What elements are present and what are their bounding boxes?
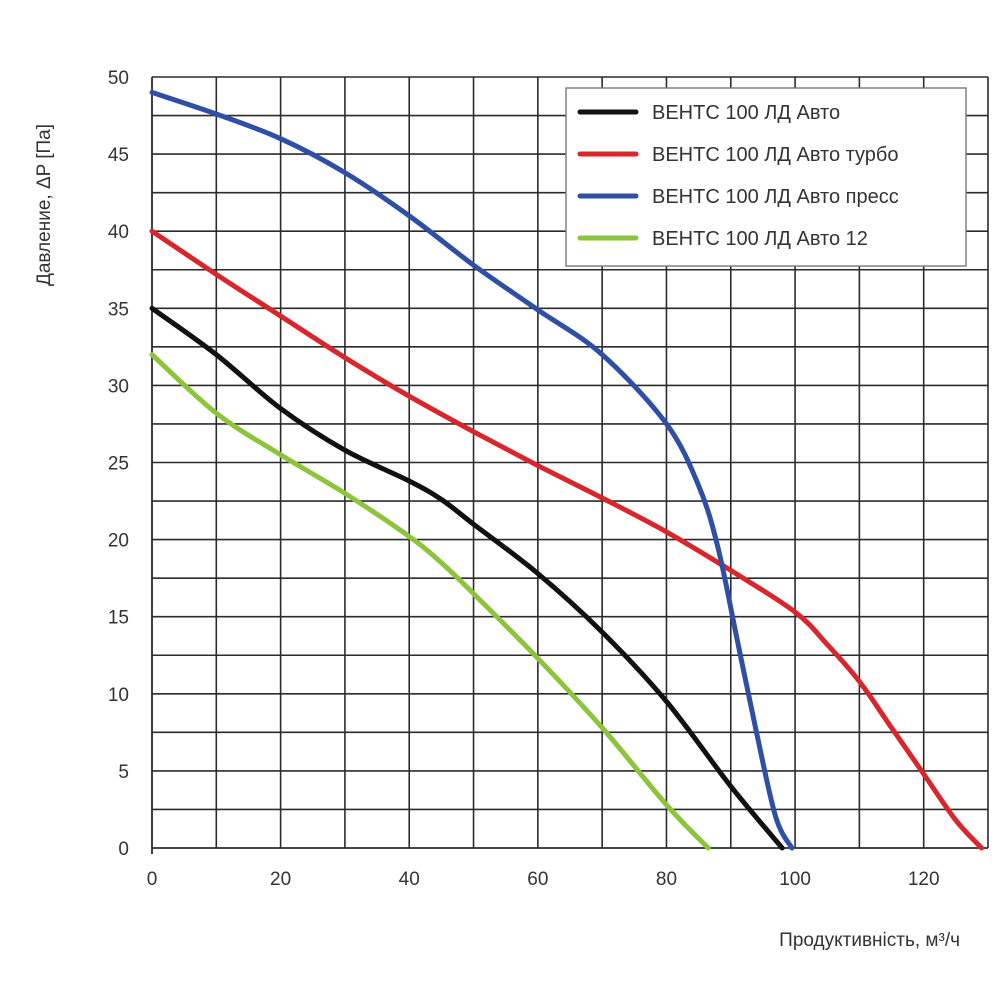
- x-tick-label: 0: [147, 869, 158, 890]
- y-tick-label: 0: [118, 839, 129, 860]
- x-tick-label: 20: [270, 869, 291, 890]
- x-tick-label: 120: [908, 869, 940, 890]
- legend-label-3: ВЕНТС 100 ЛД Авто пресс: [652, 186, 899, 208]
- y-tick-label: 10: [108, 685, 129, 706]
- legend-label-2: ВЕНТС 100 ЛД Авто турбо: [652, 144, 899, 166]
- axes: [151, 77, 988, 854]
- y-tick-label: 45: [108, 145, 129, 166]
- x-tick-label: 100: [779, 869, 811, 890]
- y-tick-label: 50: [108, 68, 129, 89]
- y-tick-label: 15: [108, 608, 129, 629]
- legend-label-4: ВЕНТС 100 ЛД Авто 12: [652, 228, 868, 250]
- y-tick-label: 5: [118, 762, 129, 783]
- y-tick-label: 30: [108, 376, 129, 397]
- y-tick-label: 20: [108, 531, 129, 552]
- legend-label-1: ВЕНТС 100 ЛД Авто: [652, 102, 840, 124]
- x-axis-title: Продуктивність, м³/ч: [779, 930, 960, 951]
- y-tick-label: 25: [108, 454, 129, 475]
- x-tick-label: 40: [399, 869, 420, 890]
- series-lines: [149, 89, 985, 851]
- y-axis-title: Давление, ΔP [Па]: [34, 124, 55, 286]
- x-tick-label: 80: [656, 869, 677, 890]
- series-line-1: [149, 305, 785, 851]
- legend: ВЕНТС 100 ЛД Авто ВЕНТС 100 ЛД Авто турбо…: [565, 87, 967, 267]
- series-line-4: [149, 352, 711, 851]
- y-tick-label: 40: [108, 222, 129, 243]
- tick-labels: 0 20 40 60 80 100 120 0 5 10 15 20 25 30 35 40 45 50: [108, 68, 940, 890]
- series-line-3: [149, 89, 795, 851]
- y-tick-label: 35: [108, 299, 129, 320]
- x-tick-label: 60: [527, 869, 548, 890]
- series-line-2: [149, 228, 985, 851]
